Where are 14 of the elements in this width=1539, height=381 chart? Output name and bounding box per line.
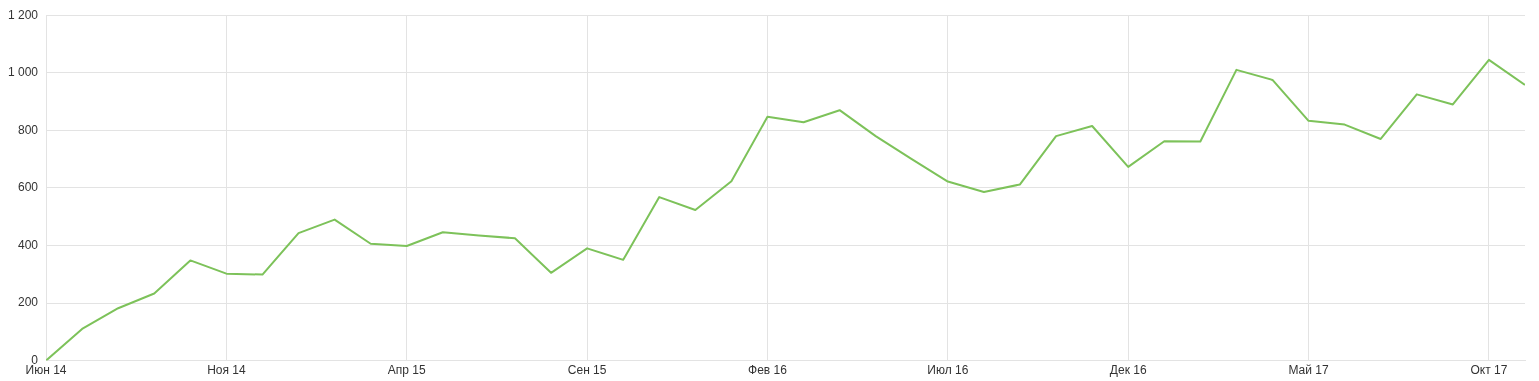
x-tick-label: Сен 15	[567, 363, 607, 378]
y-tick-label: 600	[18, 180, 39, 195]
x-tick-label: Фев 16	[748, 363, 788, 378]
y-tick-label: 400	[18, 237, 39, 252]
y-tick-label: 800	[18, 122, 39, 137]
x-tick-label: Май 17	[1288, 363, 1329, 378]
x-tick-label: Дек 16	[1109, 363, 1147, 378]
x-tick-label: Ноя 14	[207, 363, 246, 378]
x-tick-label: Июл 16	[927, 363, 969, 378]
x-tick-label: Окт 17	[1470, 363, 1508, 378]
y-tick-label: 1 000	[8, 65, 39, 80]
x-tick-label: Апр 15	[387, 363, 427, 378]
y-tick-label: 1 200	[8, 7, 39, 22]
y-tick-label: 200	[18, 295, 39, 310]
